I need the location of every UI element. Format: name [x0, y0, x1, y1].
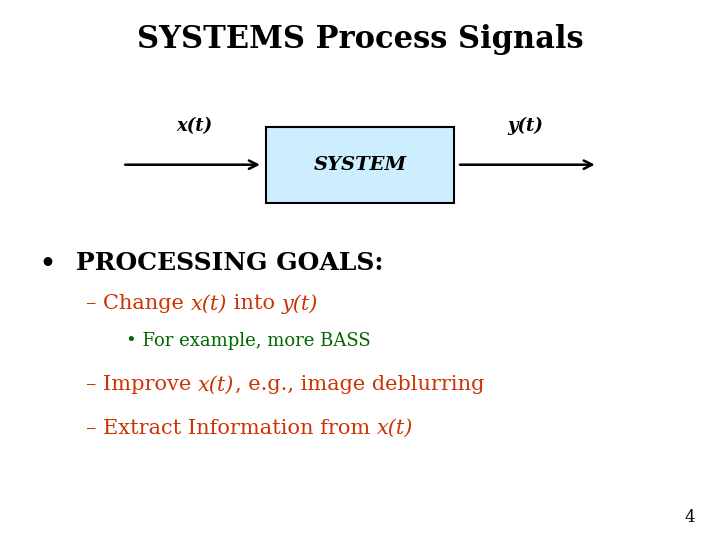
Text: x(t): x(t): [191, 294, 228, 313]
Text: – Improve: – Improve: [86, 375, 199, 394]
Text: x(t): x(t): [176, 117, 212, 135]
Text: SYSTEMS Process Signals: SYSTEMS Process Signals: [137, 24, 583, 55]
Text: y(t): y(t): [508, 117, 544, 135]
Bar: [266, 127, 454, 202]
Text: – Change: – Change: [86, 294, 191, 313]
Text: •: •: [40, 251, 55, 275]
Text: PROCESSING GOALS:: PROCESSING GOALS:: [76, 251, 383, 275]
Text: SYSTEM: SYSTEM: [313, 156, 407, 174]
Text: 4: 4: [684, 510, 695, 526]
Text: x(t): x(t): [377, 418, 414, 437]
Text: , e.g., image deblurring: , e.g., image deblurring: [235, 375, 484, 394]
Text: – Extract Information from: – Extract Information from: [86, 418, 377, 437]
Text: x(t): x(t): [199, 375, 235, 394]
Text: y(t): y(t): [282, 294, 318, 314]
Text: • For example, more BASS: • For example, more BASS: [126, 332, 371, 350]
Text: into: into: [228, 294, 282, 313]
